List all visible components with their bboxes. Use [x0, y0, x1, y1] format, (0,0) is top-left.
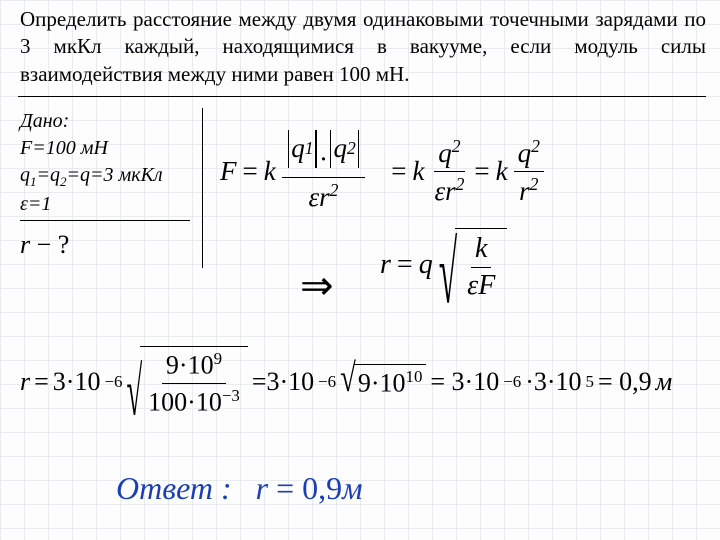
given-block: Дано: F=100 мН q1=q2=q=3 мкКл ε=1 r − ? [20, 108, 190, 262]
numeric-calculation: r = 3·10−6 √ 9·109 100·10−3 =3·10−6 √ 9·… [20, 346, 672, 417]
answer-value: r = 0,9м [256, 470, 363, 507]
given-heading: Дано: [20, 108, 190, 135]
given-line-charges: q1=q2=q=3 мкКл [20, 162, 190, 191]
problem-underline [18, 96, 706, 97]
given-line-force: F=100 мН [20, 135, 190, 162]
problem-statement: Определить расстояние между двумя одинак… [20, 6, 706, 88]
coulomb-formula: F = k q1·q2 εr2 = k q2 εr2 = k q2 r2 [220, 130, 544, 213]
answer-label: Ответ : [116, 470, 232, 507]
vertical-divider [202, 108, 203, 268]
implies-symbol: ⇒ [300, 262, 334, 309]
unknown-quantity: r − ? [20, 227, 190, 262]
given-line-epsilon: ε=1 [20, 191, 190, 218]
given-separator [20, 220, 190, 221]
derived-formula: r = q √ k εF [380, 228, 507, 302]
answer-line: Ответ : r = 0,9м [116, 470, 363, 507]
